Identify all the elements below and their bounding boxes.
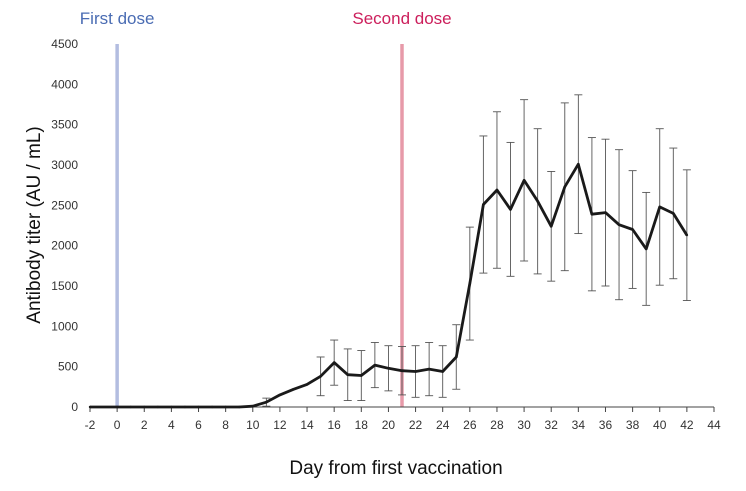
x-tick-label: 34 [572,418,586,432]
x-tick-label: 22 [409,418,423,432]
x-tick-label: 38 [626,418,640,432]
x-tick-label: 4 [168,418,175,432]
data-point [482,203,485,206]
y-tick-label: 1000 [51,319,78,333]
x-tick-label: 28 [490,418,504,432]
x-axis-title: Day from first vaccination [289,458,502,479]
data-point [604,211,607,214]
data-point [577,162,580,166]
data-point [590,213,594,216]
x-tick-label: 10 [246,418,260,432]
data-point [441,370,444,373]
x-tick-label: 30 [517,418,531,432]
data-point [550,225,553,228]
dose-markers [115,44,404,407]
data-point [170,405,173,409]
data-point [387,367,390,370]
y-tick-label: 3500 [51,118,78,132]
x-tick-label: 6 [195,418,202,432]
dose-marker-label: Second dose [352,9,451,28]
x-tick-label: 12 [273,418,287,432]
data-point [631,228,634,231]
data-point [468,282,472,285]
data-point [685,233,689,237]
data-point [427,367,431,371]
data-point [373,363,377,367]
data-point [156,405,160,409]
data-point [319,375,322,378]
data-point [522,179,526,182]
x-tick-label: -2 [85,418,96,432]
axes: -2 0 2 4 6 8 10 12 14 16 18 20 22 24 26 28 30 32 34 36 38 40 4… [51,37,721,432]
x-tick-label: 36 [599,418,613,432]
y-tick-label: 1500 [51,279,78,293]
data-point [183,405,187,409]
x-tick-label: 14 [300,418,314,432]
data-point [278,393,282,397]
data-point [265,400,268,404]
data-point [563,185,566,188]
x-tick-label: 2 [141,418,148,432]
y-tick-label: 4000 [51,77,78,91]
y-tick-label: 2500 [51,198,78,212]
labels-layer: Day from first vaccination Antibody tite… [24,9,503,479]
data-point [644,247,648,251]
data-point [414,370,417,373]
data-point [305,383,309,386]
data-point [400,369,404,372]
x-tick-label: 0 [114,418,121,432]
x-tick-label: 20 [382,418,396,432]
data-point [251,404,254,408]
y-tick-label: 2000 [51,239,78,253]
data-point [197,405,200,409]
x-tick-label: 24 [436,418,450,432]
data-point [224,405,227,409]
x-tick-label: 18 [355,418,369,432]
data-point [238,405,241,409]
data-point [346,373,349,376]
data-point [115,405,119,409]
x-tick-label: 26 [463,418,477,432]
data-point [292,388,295,391]
x-tick-label: 40 [653,418,667,432]
x-tick-label: 44 [707,418,721,432]
y-tick-label: 500 [58,360,78,374]
y-tick-label: 3000 [51,158,78,172]
data-point [210,405,214,409]
data-point [536,200,539,203]
data-point [360,374,363,377]
series-layer [88,162,689,409]
y-tick-label: 4500 [51,37,78,51]
x-tick-label: 42 [680,418,694,432]
series-line [90,162,689,409]
data-point [88,405,92,409]
data-point [143,405,146,409]
y-tick-label: 0 [71,400,78,414]
data-point [509,208,512,211]
y-axis-title: Antibody titer (AU / mL) [24,126,45,323]
data-point [129,405,132,409]
x-tick-label: 16 [327,418,341,432]
data-point [455,355,458,359]
dose-marker-label: First dose [80,9,155,28]
data-point [332,361,336,364]
data-point [617,223,621,226]
data-point [658,205,661,209]
x-tick-label: 8 [222,418,229,432]
data-point [495,188,499,192]
data-point [672,212,675,215]
x-tick-label: 32 [545,418,559,432]
